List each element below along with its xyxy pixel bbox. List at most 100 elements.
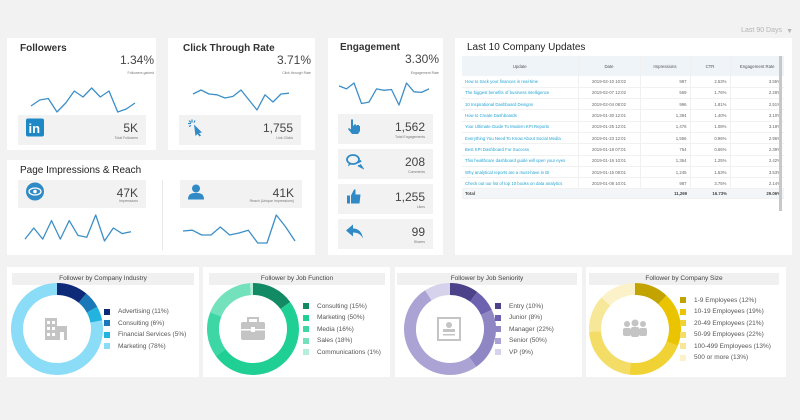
update-link[interactable]: Best KPI Dashboard For Success <box>462 143 579 156</box>
donut-slice[interactable] <box>601 283 636 306</box>
donut-slice[interactable] <box>207 312 226 357</box>
legend-swatch <box>680 354 686 361</box>
donut-slice[interactable] <box>210 283 252 317</box>
shares-label: Shares <box>413 240 425 244</box>
building-icon <box>45 318 67 340</box>
cursor-click-icon <box>187 119 205 142</box>
sparkline-path <box>192 89 290 111</box>
donut-slice[interactable] <box>629 341 678 375</box>
donut-slice[interactable] <box>589 297 611 332</box>
reach-value: 41K <box>272 186 294 200</box>
update-link[interactable]: Your Ultimate Guide To Modern KPI Report… <box>462 121 579 133</box>
donut-slice[interactable] <box>86 306 103 323</box>
donut-slice[interactable] <box>658 295 681 346</box>
legend-item[interactable]: 500 or more (13%) <box>680 352 771 364</box>
update-link[interactable]: How to track your finances in real-time <box>462 76 579 88</box>
legend-swatch <box>303 314 309 321</box>
engagement-sparkline <box>338 82 430 106</box>
legend-item[interactable]: Entry (10%) <box>495 300 554 312</box>
legend-item[interactable]: 50-99 Employees (22%) <box>680 329 771 341</box>
legend-item[interactable]: Sales (18%) <box>303 335 381 347</box>
donut-slice[interactable] <box>56 283 87 303</box>
donut-slice[interactable] <box>78 293 98 313</box>
legend-swatch <box>495 303 501 309</box>
table-row: Everything You Need To Know About Social… <box>462 132 784 145</box>
legend-swatch <box>303 349 309 355</box>
column-header-impressions[interactable]: Impressions <box>640 56 691 76</box>
update-link[interactable]: Check out our list of top 10 books on da… <box>462 177 579 190</box>
legend-item[interactable]: Junior (8%) <box>495 312 554 324</box>
donut-slice[interactable] <box>11 283 103 375</box>
donut-slice[interactable] <box>215 301 299 375</box>
column-header-update[interactable]: Update <box>462 56 579 76</box>
donut-slice[interactable] <box>589 330 632 375</box>
legend-swatch <box>680 297 686 304</box>
people-group-icon <box>623 319 647 337</box>
legend-label: Financial Services (5%) <box>118 331 187 339</box>
donut-legend: Consulting (15%) Marketing (50%) Media (16… <box>303 300 381 358</box>
date-cell: 2019-02-07 12:02 <box>578 87 641 100</box>
table-total-row: Total 11,269 16.73% 29.06% <box>462 188 784 200</box>
column-header-date[interactable]: Date <box>578 56 641 76</box>
total-followers-value: 5K <box>123 121 138 135</box>
impressions-cell: 1,476 <box>640 121 691 133</box>
impressions-cell: 1,364 <box>640 155 691 167</box>
update-link[interactable]: Why analytical reports are a must-have i… <box>462 166 579 179</box>
donut-slice[interactable] <box>469 291 492 316</box>
legend-label: Senior (50%) <box>509 337 547 344</box>
engagement-stat-comments: 208 Comments <box>338 149 433 179</box>
donut-slice[interactable] <box>404 290 477 375</box>
legend-swatch <box>680 308 686 315</box>
legend-swatch <box>495 326 501 332</box>
impressions-cell: 996 <box>640 98 691 111</box>
briefcase-icon <box>241 317 265 340</box>
column-header-ctr[interactable]: CTR <box>690 56 731 76</box>
donut-slice[interactable] <box>634 283 667 305</box>
user-icon <box>188 184 204 205</box>
update-link[interactable]: Everything You Need To Know About Social… <box>462 132 579 145</box>
donut-slice[interactable] <box>449 283 478 302</box>
legend-item[interactable]: Consulting (6%) <box>104 318 186 330</box>
update-link[interactable]: 10 Inspirational Dashboard Designs <box>462 98 579 111</box>
update-link[interactable]: This healthcare dashboard guide will ope… <box>462 155 579 167</box>
donut-slice[interactable] <box>425 283 451 301</box>
date-cell: 2019-01-18 07:01 <box>578 143 641 156</box>
legend-item[interactable]: Marketing (78%) <box>104 341 186 353</box>
followers-stat-box: in 5K Total Followers <box>18 115 146 145</box>
legend-item[interactable]: Advertising (11%) <box>104 306 186 318</box>
legend-item[interactable]: Consulting (15%) <box>303 300 381 312</box>
legend-item[interactable]: 1-9 Employees (12%) <box>680 295 771 307</box>
legend-item[interactable]: Senior (50%) <box>495 335 554 347</box>
legend-item[interactable]: 100-499 Employees (13%) <box>680 341 771 353</box>
update-link[interactable]: The biggest benefits of business intelli… <box>462 87 579 100</box>
legend-item[interactable]: Manager (22%) <box>495 323 554 335</box>
legend-item[interactable]: Marketing (50%) <box>303 312 381 324</box>
legend-swatch <box>303 326 309 332</box>
table-scrollbar[interactable] <box>779 56 782 211</box>
column-header-engagement-rate[interactable]: Engagement Rate <box>730 56 784 76</box>
engagement-rate-cell: 3.53% <box>730 166 784 179</box>
total-cell <box>578 188 640 200</box>
impressions-cell: 754 <box>640 143 691 156</box>
legend-item[interactable]: Communications (1%) <box>303 346 381 358</box>
legend-item[interactable]: Media (16%) <box>303 323 381 335</box>
legend-label: Consulting (6%) <box>118 319 165 327</box>
period-filter-dropdown[interactable]: Last 90 Days <box>741 27 782 34</box>
donut-chart <box>11 283 103 375</box>
legend-swatch <box>104 308 110 315</box>
legend-item[interactable]: 10-19 Employees (19%) <box>680 306 771 318</box>
update-link[interactable]: How to Create Dashboards <box>462 109 579 122</box>
donut-slice[interactable] <box>469 309 496 367</box>
legend-item[interactable]: Financial Services (5%) <box>104 329 186 341</box>
legend-swatch <box>680 320 686 327</box>
sparkline-path <box>30 87 136 113</box>
reply-share-icon <box>346 224 364 245</box>
table-row: The biggest benefits of business intelli… <box>462 87 784 100</box>
total-followers-label: Total Followers <box>114 136 138 140</box>
legend-item[interactable]: 20-49 Employees (21%) <box>680 318 771 330</box>
legend-item[interactable]: VP (9%) <box>495 346 554 358</box>
followers-card: Followers 1.34% Followers gained in 5K T… <box>7 38 156 150</box>
donut-slice[interactable] <box>252 283 291 310</box>
chevron-down-icon[interactable]: ▼ <box>786 28 793 35</box>
linkedin-icon: in <box>26 118 44 142</box>
